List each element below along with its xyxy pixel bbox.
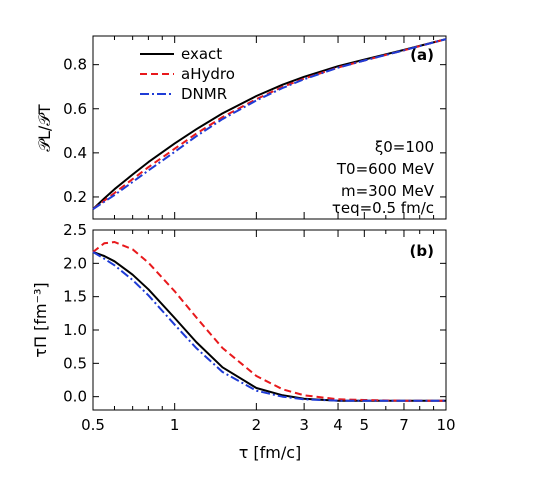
legend-label-dnmr: DNMR — [181, 85, 227, 103]
panel-b-x-ticks: 0.5 1 2 3 4 5 7 10 — [81, 230, 456, 434]
y-tick-label: 2.5 — [63, 221, 87, 239]
parameter-annotations: ξ0=100 T0=600 MeV m=300 MeV τeq=0.5 fm/c — [332, 138, 435, 217]
annotation-mass: m=300 MeV — [341, 182, 435, 200]
legend-label-exact: exact — [181, 45, 222, 63]
x-tick-label: 5 — [360, 416, 370, 434]
y-tick-label: 0.8 — [63, 56, 87, 74]
x-axis-title: τ [fm/c] — [239, 443, 302, 462]
panel-a-frame — [92, 35, 447, 220]
series-line-dnmr — [92, 38, 447, 210]
x-tick-label: 10 — [436, 416, 455, 434]
y-tick-label: 0.6 — [63, 100, 87, 118]
x-tick-label: 3 — [299, 416, 309, 434]
panel-b-y-axis-title: τΠ [fm⁻³] — [31, 282, 50, 357]
y-tick-label: 2.0 — [63, 254, 87, 272]
panel-b-series — [92, 241, 446, 402]
panel-b-tag: (b) — [410, 242, 434, 260]
panel-a-series — [92, 38, 447, 210]
y-tick-label: 0.5 — [63, 354, 87, 372]
x-tick-label: 1 — [170, 416, 180, 434]
y-tick-label: 0.2 — [63, 188, 87, 206]
annotation-t0: T0=600 MeV — [336, 160, 435, 178]
panel-b-frame — [92, 229, 447, 411]
panel-a-y-axis-title: 𝒫L/𝒫T — [35, 104, 54, 151]
legend: exact aHydro DNMR — [140, 45, 235, 103]
y-tick-label: 0.4 — [63, 144, 87, 162]
y-tick-label: 1.0 — [63, 321, 87, 339]
y-tick-label: 1.5 — [63, 288, 87, 306]
series-line-dnmr — [92, 251, 446, 402]
annotation-tau-eq: τeq=0.5 fm/c — [332, 199, 434, 217]
panel-b-y-ticks: 0.0 0.5 1.0 1.5 2.0 2.5 — [63, 221, 446, 406]
annotation-xi0: ξ0=100 — [375, 138, 434, 156]
x-tick-label: 0.5 — [81, 416, 105, 434]
series-line-ahydro — [92, 241, 446, 402]
y-tick-label: 0.0 — [63, 388, 87, 406]
x-tick-label: 7 — [399, 416, 409, 434]
series-line-exact — [92, 251, 446, 402]
x-tick-label: 2 — [252, 416, 262, 434]
panel-b: 0.0 0.5 1.0 1.5 2.0 2.5 0.5 1 2 3 4 5 7 10 (b) τΠ [f… — [31, 221, 456, 462]
panel-a: 0.2 0.4 0.6 0.8 (a) 𝒫L/𝒫T exact aHydro DNMR… — [35, 35, 447, 220]
panel-a-tag: (a) — [410, 46, 434, 64]
panel-a-x-ticks — [92, 36, 447, 219]
legend-label-ahydro: aHydro — [181, 65, 235, 83]
panel-a-y-ticks: 0.2 0.4 0.6 0.8 — [63, 56, 446, 206]
x-tick-label: 4 — [333, 416, 343, 434]
